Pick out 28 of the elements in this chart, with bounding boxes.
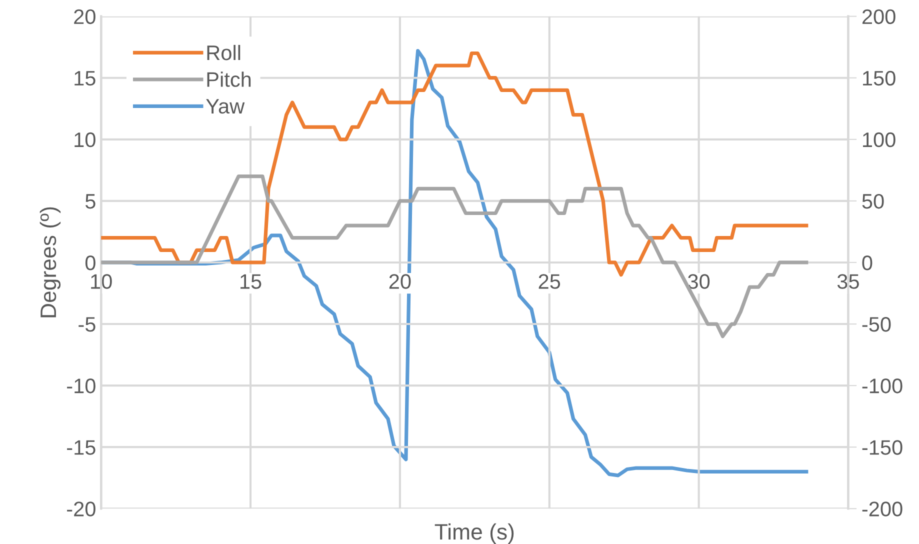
x-tick-label: 35 <box>837 274 859 289</box>
y-tick-label: 5 <box>85 194 96 209</box>
x-axis-title: Time (s) <box>434 523 514 544</box>
y2-tick-label: -100 <box>862 378 902 394</box>
y2-tick-label: 100 <box>863 132 896 148</box>
x-tick-label: 20 <box>389 274 411 289</box>
y-tick-label: 0 <box>85 255 96 270</box>
x-tick-label: 25 <box>538 274 560 289</box>
y2-tick-label: -50 <box>862 317 891 332</box>
legend-label: Roll <box>207 44 240 60</box>
y-axis-title: Degrees (º) <box>40 207 61 318</box>
y-tick-label: 15 <box>74 71 96 86</box>
y-tick-label: -15 <box>67 440 96 455</box>
y2-tick-label: 200 <box>862 9 896 24</box>
y2-tick-label: 150 <box>863 70 896 86</box>
y-tick-label: 10 <box>74 132 96 148</box>
legend-label: Yaw <box>206 99 245 114</box>
y-tick-label: -20 <box>67 502 96 516</box>
y-tick-label: 20 <box>74 9 96 24</box>
y2-tick-label: 50 <box>862 194 884 209</box>
x-tick-label: 15 <box>240 274 262 289</box>
x-tick-label: 30 <box>688 274 710 289</box>
y2-tick-label: -150 <box>862 440 902 455</box>
legend-label: Pitch <box>207 72 251 87</box>
y2-tick-label: -200 <box>862 502 902 516</box>
y-tick-label: -5 <box>78 317 96 332</box>
y-tick-label: -10 <box>67 378 96 394</box>
y2-tick-label: 0 <box>862 255 872 270</box>
